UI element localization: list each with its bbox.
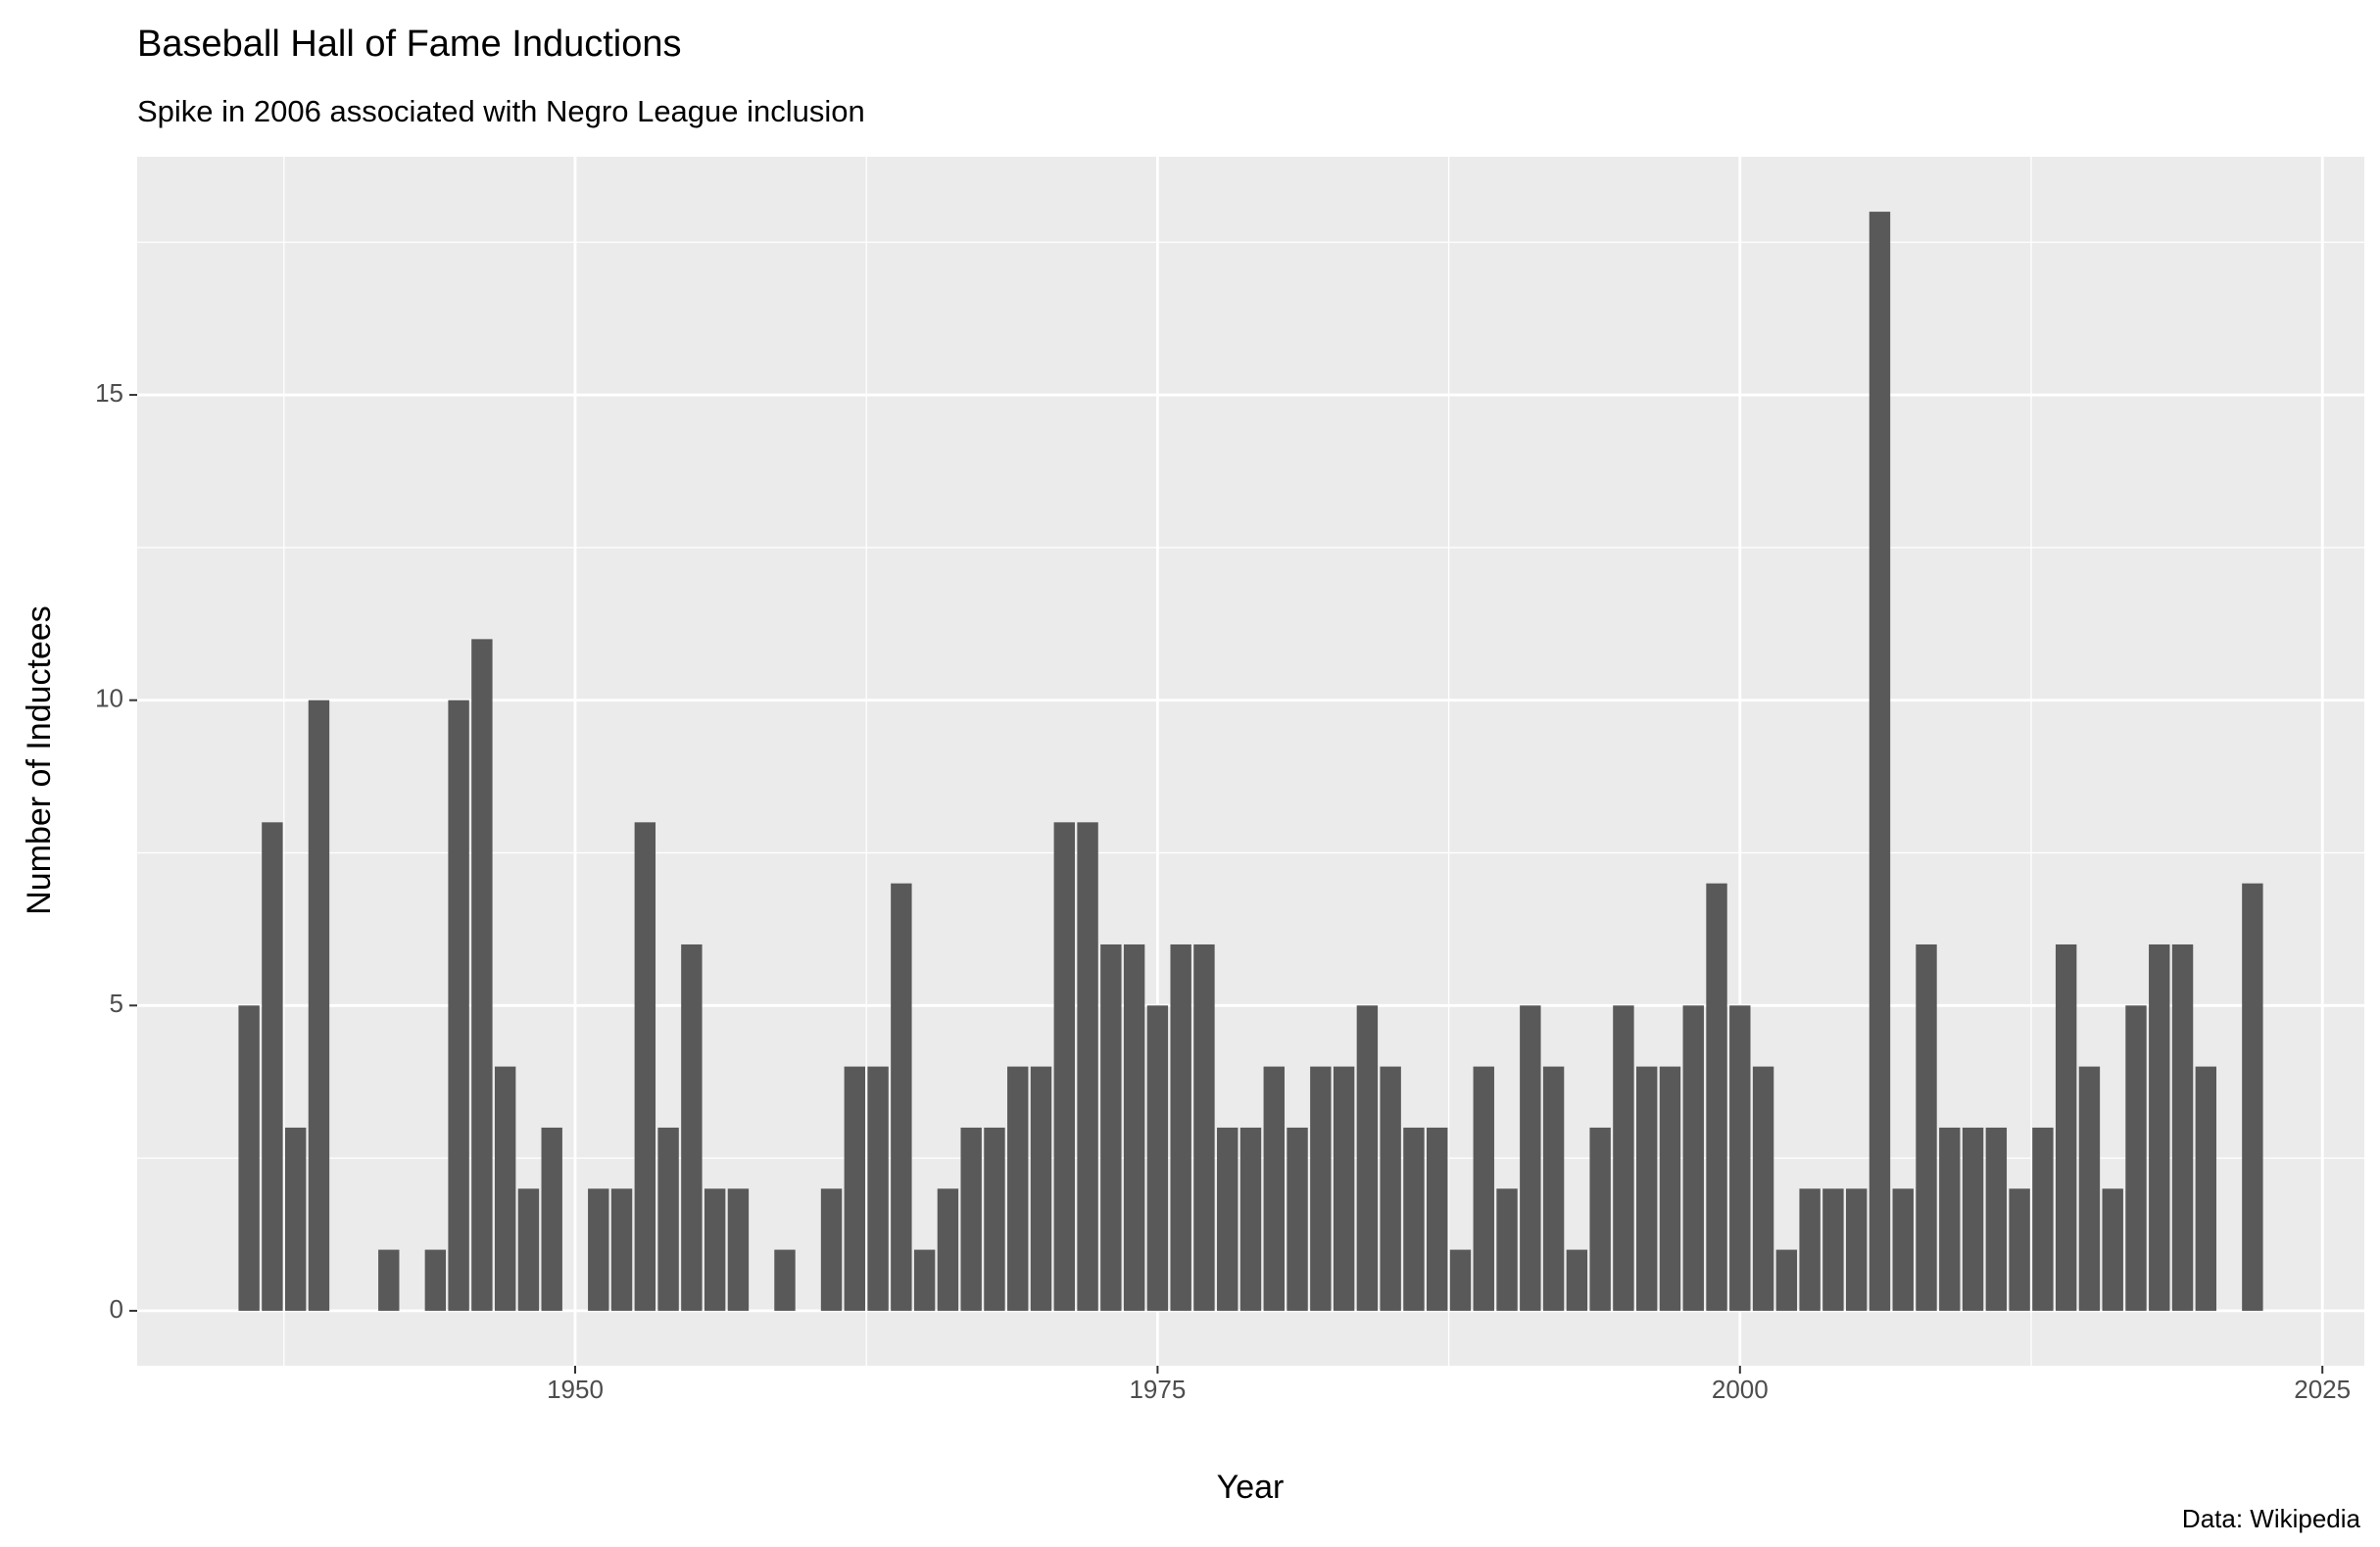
bar <box>1613 1005 1634 1311</box>
bar <box>1822 1188 1844 1311</box>
bar <box>1427 1127 1448 1311</box>
bar <box>588 1188 609 1311</box>
bar <box>1916 943 1937 1311</box>
bar <box>1077 822 1098 1311</box>
bar <box>1729 1005 1751 1311</box>
bar <box>494 1066 516 1311</box>
bar <box>1589 1127 1611 1311</box>
bar <box>2195 1066 2217 1311</box>
bar <box>1775 1249 1798 1311</box>
bar <box>913 1249 936 1311</box>
y-tick-label: 10 <box>95 684 123 713</box>
x-tick-label: 1975 <box>1129 1375 1186 1404</box>
bar <box>1287 1127 1308 1311</box>
bar <box>1007 1066 1029 1311</box>
bar <box>681 943 703 1311</box>
bar <box>2171 943 2194 1311</box>
bar <box>1473 1066 1494 1311</box>
caption: Data: Wikipedia <box>2182 1504 2361 1533</box>
bar <box>1263 1066 1285 1311</box>
bar <box>704 1188 726 1311</box>
bar <box>1146 1005 1169 1311</box>
bar <box>308 700 330 1311</box>
bar <box>634 822 656 1311</box>
bar <box>1542 1066 1565 1311</box>
bar <box>471 639 493 1311</box>
bar <box>1333 1066 1355 1311</box>
bar <box>820 1188 843 1311</box>
bar <box>378 1249 400 1311</box>
bar <box>2125 1005 2147 1311</box>
bar <box>1449 1249 1472 1311</box>
bar <box>262 822 283 1311</box>
bar <box>1403 1127 1425 1311</box>
y-tick-label: 0 <box>110 1294 123 1324</box>
bar <box>1193 943 1215 1311</box>
y-tick-label: 5 <box>110 989 123 1018</box>
bar <box>610 1188 633 1311</box>
bar <box>1962 1127 1984 1311</box>
bar <box>541 1127 562 1311</box>
bar <box>2078 1066 2101 1311</box>
bar <box>1892 1188 1914 1311</box>
bar <box>937 1188 959 1311</box>
bar <box>844 1066 866 1311</box>
bar <box>1799 1188 1821 1311</box>
bar <box>1682 1005 1704 1311</box>
bar <box>2032 1127 2054 1311</box>
x-tick-label: 2000 <box>1712 1375 1769 1404</box>
bar <box>891 883 912 1311</box>
bar <box>960 1127 982 1311</box>
bar <box>2242 883 2263 1311</box>
chart-title: Baseball Hall of Fame Inductions <box>137 24 682 65</box>
x-tick-label: 1950 <box>547 1375 604 1404</box>
bar <box>1239 1127 1262 1311</box>
chart-subtitle: Spike in 2006 associated with Negro Leag… <box>137 94 865 128</box>
bar <box>774 1249 796 1311</box>
x-axis-title: Year <box>1217 1469 1285 1506</box>
bar <box>1845 1188 1868 1311</box>
bar <box>238 1005 260 1311</box>
y-axis-title: Number of Inductees <box>21 605 58 915</box>
bar <box>424 1249 447 1311</box>
bar <box>1752 1066 1774 1311</box>
bar <box>517 1188 540 1311</box>
bar <box>1053 822 1075 1311</box>
bar <box>657 1127 679 1311</box>
bar <box>1170 943 1191 1311</box>
bar <box>1030 1066 1052 1311</box>
bar <box>1520 1005 1541 1311</box>
y-tick-label: 15 <box>95 378 123 408</box>
bar <box>2009 1188 2030 1311</box>
bar <box>1869 212 1891 1311</box>
bar <box>1566 1249 1588 1311</box>
bar <box>727 1188 750 1311</box>
bar <box>1310 1066 1332 1311</box>
bar <box>1123 943 1145 1311</box>
bar <box>1356 1005 1379 1311</box>
bar <box>284 1127 307 1311</box>
bar <box>1659 1066 1681 1311</box>
bar <box>1985 1127 2008 1311</box>
bar <box>1635 1066 1658 1311</box>
bar <box>1380 1066 1401 1311</box>
x-tick-label: 2025 <box>2294 1375 2351 1404</box>
bar <box>2055 943 2077 1311</box>
bar <box>1706 883 1727 1311</box>
bar <box>984 1127 1005 1311</box>
bar <box>1100 943 1122 1311</box>
bar <box>448 700 469 1311</box>
bar <box>1496 1188 1518 1311</box>
bar <box>1217 1127 1239 1311</box>
bar <box>867 1066 889 1311</box>
bar <box>2102 1188 2123 1311</box>
bar <box>1939 1127 1961 1311</box>
bar <box>2149 943 2170 1311</box>
